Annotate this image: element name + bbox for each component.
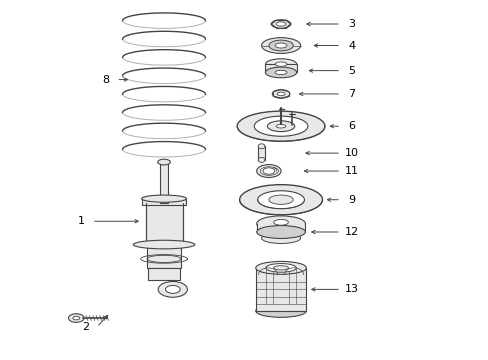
Text: 13: 13 <box>344 284 358 294</box>
Ellipse shape <box>267 121 294 132</box>
Ellipse shape <box>254 116 307 136</box>
Ellipse shape <box>256 226 305 238</box>
Ellipse shape <box>68 314 84 322</box>
Text: 9: 9 <box>347 195 355 205</box>
Ellipse shape <box>258 144 264 149</box>
Ellipse shape <box>265 59 296 69</box>
Text: 6: 6 <box>347 121 355 131</box>
Ellipse shape <box>276 22 285 26</box>
Text: 10: 10 <box>344 148 358 158</box>
Ellipse shape <box>239 185 322 215</box>
Ellipse shape <box>257 191 304 209</box>
Bar <box>256 224 305 232</box>
Ellipse shape <box>237 111 325 141</box>
Ellipse shape <box>273 266 288 270</box>
Ellipse shape <box>268 195 293 204</box>
Ellipse shape <box>255 261 306 274</box>
Bar <box>145 203 182 244</box>
Bar <box>258 146 264 160</box>
Bar <box>142 199 186 205</box>
Ellipse shape <box>165 285 180 293</box>
Text: 5: 5 <box>347 66 355 76</box>
Bar <box>255 268 306 311</box>
Ellipse shape <box>133 240 194 249</box>
Ellipse shape <box>271 20 290 28</box>
Ellipse shape <box>255 305 306 318</box>
Ellipse shape <box>275 70 286 75</box>
Ellipse shape <box>158 282 187 297</box>
Ellipse shape <box>261 38 300 53</box>
Text: 4: 4 <box>347 41 355 50</box>
Ellipse shape <box>268 40 293 51</box>
Ellipse shape <box>256 165 281 177</box>
Ellipse shape <box>273 220 288 225</box>
Text: 12: 12 <box>344 227 358 237</box>
Ellipse shape <box>275 43 286 48</box>
Text: 1: 1 <box>78 216 84 226</box>
Ellipse shape <box>265 67 296 78</box>
Ellipse shape <box>73 316 80 320</box>
Ellipse shape <box>276 125 285 128</box>
Text: 7: 7 <box>347 89 355 99</box>
Ellipse shape <box>258 157 264 162</box>
Ellipse shape <box>263 168 274 174</box>
Ellipse shape <box>261 233 300 243</box>
Ellipse shape <box>277 92 285 96</box>
Text: 8: 8 <box>102 75 109 85</box>
Text: 11: 11 <box>344 166 358 176</box>
Ellipse shape <box>272 90 289 98</box>
Ellipse shape <box>142 195 186 202</box>
Text: 3: 3 <box>347 19 355 29</box>
Ellipse shape <box>256 216 305 231</box>
Bar <box>159 162 168 203</box>
Bar <box>147 244 181 268</box>
Bar <box>148 268 179 280</box>
Bar <box>265 64 296 72</box>
Ellipse shape <box>275 62 286 66</box>
Ellipse shape <box>158 159 170 165</box>
Text: 2: 2 <box>82 322 89 332</box>
Ellipse shape <box>265 264 296 272</box>
